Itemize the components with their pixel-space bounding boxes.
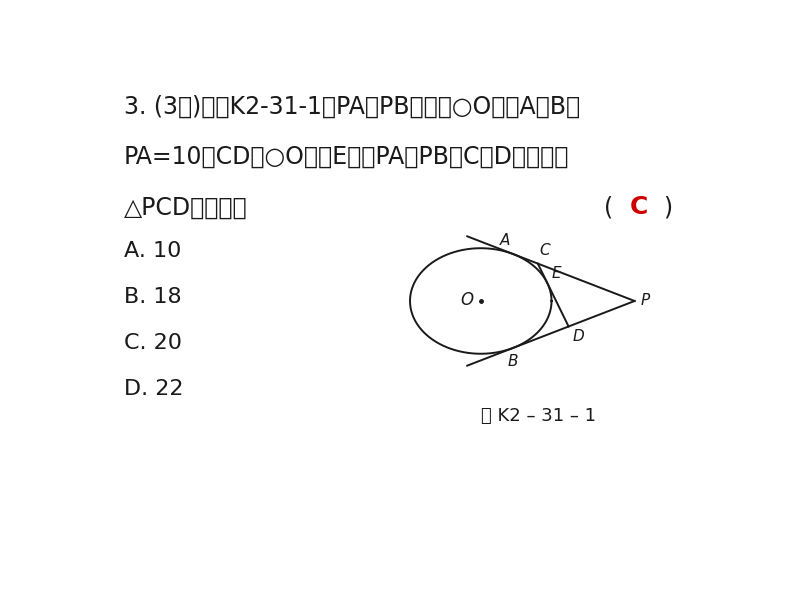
- Text: A: A: [500, 233, 511, 248]
- Text: D. 22: D. 22: [124, 379, 183, 399]
- Text: PA=10，CD切○O于点E，交PA，PB于C，D两点，则: PA=10，CD切○O于点E，交PA，PB于C，D两点，则: [124, 145, 569, 169]
- Text: B: B: [508, 354, 518, 369]
- Text: 3. (3分)如图K2-31-1，PA，PB分别切○O于点A，B，: 3. (3分)如图K2-31-1，PA，PB分别切○O于点A，B，: [124, 95, 580, 119]
- Text: A. 10: A. 10: [124, 241, 181, 261]
- Text: ): ): [649, 195, 673, 219]
- Text: (: (: [603, 195, 628, 219]
- Text: 图 K2 – 31 – 1: 图 K2 – 31 – 1: [480, 406, 596, 424]
- Text: C: C: [539, 243, 549, 257]
- Text: E: E: [552, 266, 561, 281]
- Text: O: O: [461, 291, 473, 309]
- Text: C: C: [630, 195, 648, 219]
- Text: C. 20: C. 20: [124, 333, 182, 353]
- Text: B. 18: B. 18: [124, 287, 182, 307]
- Text: D: D: [572, 329, 584, 344]
- Text: △PCD的周长是: △PCD的周长是: [124, 195, 248, 219]
- Text: P: P: [640, 293, 649, 309]
